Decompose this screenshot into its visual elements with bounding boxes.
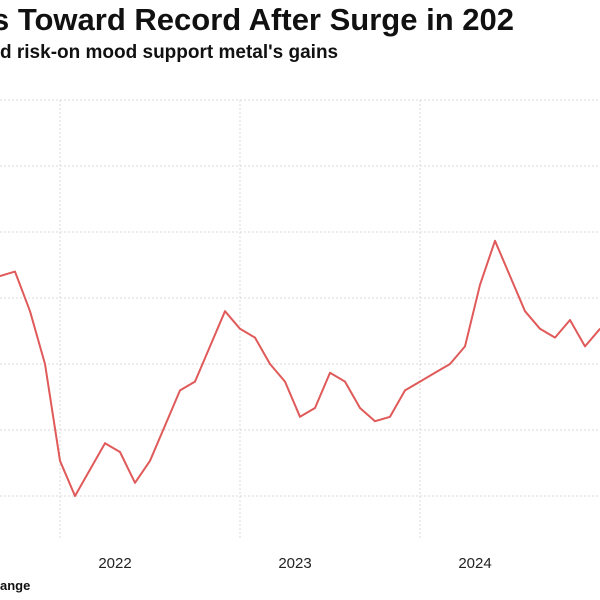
data-point [44,363,46,365]
data-point [74,495,76,497]
data-point [89,468,91,471]
data-point [284,380,286,383]
data-point [254,336,256,339]
data-point [299,416,301,418]
data-point [194,380,196,383]
data-point [119,451,121,453]
data-point [524,310,526,313]
data-point [479,284,481,286]
data-point [164,424,166,427]
data-point [149,460,151,462]
x-tick-label-2022: 2022 [98,555,131,572]
grid [0,99,600,540]
source-note: ange [0,578,31,593]
data-point [134,482,136,484]
data-point [209,345,211,348]
data-point [419,380,421,383]
data-point [179,389,181,392]
series-layer [0,239,600,497]
data-point [104,442,106,445]
data-point [269,363,271,365]
data-point [0,275,1,277]
data-point [584,345,586,348]
data-point [554,336,556,339]
data-point [404,389,406,392]
data-point [359,407,361,409]
data-point [314,407,316,409]
data-point [494,240,496,242]
data-point [29,310,31,313]
data-point [374,420,376,423]
data-point [509,275,511,277]
data-point [14,270,16,273]
series-line-0 [0,239,600,497]
data-point [329,372,331,374]
chart-title: s Toward Record After Surge in 202 [0,2,514,37]
data-point [59,460,61,462]
x-tick-label-2024: 2024 [458,555,491,572]
chart-subtitle: d risk-on mood support metal's gains [0,42,339,63]
x-axis-ticks: 2022 2023 2024 [98,555,491,572]
data-point [389,416,391,418]
data-point [464,345,466,348]
data-point [569,319,571,321]
data-point [239,328,241,330]
x-tick-label-2023: 2023 [278,555,311,572]
data-point [449,363,451,365]
data-point [344,380,346,383]
data-point [224,310,226,313]
data-point [539,328,541,330]
data-point [434,372,436,374]
